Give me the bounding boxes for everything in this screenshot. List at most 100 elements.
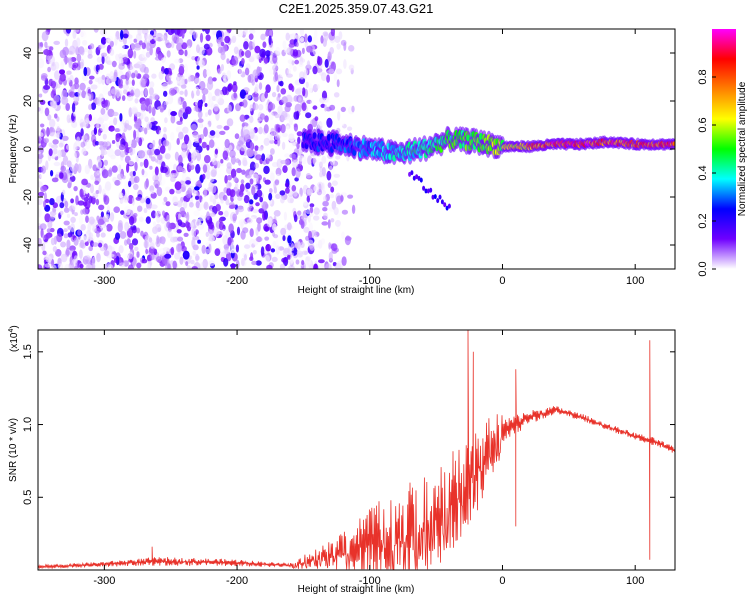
spectrogram-noise-cell — [163, 196, 168, 202]
spectrogram-noise-cell — [46, 228, 52, 234]
spectrogram-noise-cell — [153, 36, 159, 41]
spectrogram-noise-cell — [161, 237, 166, 245]
spectrogram-noise-cell — [351, 204, 356, 214]
spectrogram-noise-cell — [262, 41, 267, 48]
spectrogram-noise-cell — [87, 222, 92, 232]
spectrogram-noise-cell — [199, 158, 204, 169]
spectrogram-noise-cell — [143, 66, 149, 75]
spectrogram-noise-cell — [347, 126, 353, 131]
spectrogram-noise-cell — [195, 218, 201, 228]
spectrogram-noise-cell — [343, 59, 347, 69]
spectrogram-noise-cell — [126, 70, 132, 78]
spectrogram-noise-cell — [241, 122, 249, 128]
spectrogram-noise-cell — [97, 117, 104, 125]
spectrogram-noise-cell — [241, 50, 245, 57]
spectrogram-noise-cell — [114, 36, 118, 46]
spectrogram-noise-cell — [296, 131, 303, 137]
spectrogram-noise-cell — [148, 105, 152, 114]
spectrogram-noise-cell — [330, 156, 335, 166]
spectrogram-noise-cell — [50, 237, 56, 246]
spectrogram-noise-cell — [52, 246, 58, 253]
spectrogram-noise-cell — [164, 153, 171, 160]
spectrogram-noise-cell — [280, 159, 287, 165]
spectrogram-noise-cell — [98, 184, 102, 194]
spectrogram-noise-cell — [223, 125, 230, 131]
spectrogram-noise-cell — [196, 44, 200, 53]
spectrogram-noise-cell — [146, 42, 150, 52]
spectrogram-noise-cell — [44, 107, 50, 117]
spectrogram-noise-cell — [324, 58, 329, 68]
spectrogram-noise-cell — [191, 227, 197, 238]
spectrogram-noise-cell — [179, 116, 183, 123]
spectrogram-noise-cell — [42, 250, 47, 256]
spectrogram-noise-cell — [131, 197, 135, 206]
spectrogram-noise-cell — [144, 180, 149, 190]
spectrogram-noise-cell — [59, 210, 64, 216]
spectrogram-noise-cell — [44, 263, 51, 268]
spectrogram-noise-cell — [86, 251, 91, 257]
spectrogram-noise-cell — [210, 169, 217, 178]
spectrogram-noise-cell — [179, 78, 185, 86]
spectrogram-noise-cell — [95, 159, 102, 169]
spectrogram-noise-cell — [70, 164, 75, 172]
spectrogram-noise-cell — [128, 147, 136, 155]
spectrogram-noise-cell — [138, 40, 143, 46]
spectrogram-noise-cell — [289, 140, 296, 148]
spectrogram-noise-cell — [305, 81, 309, 89]
spectrogram-noise-cell — [54, 70, 60, 80]
spectrogram-noise-cell — [301, 213, 308, 222]
spectrogram-noise-cell — [110, 88, 118, 95]
spectrogram-noise-cell — [258, 126, 263, 135]
spectrogram-noise-cell — [73, 265, 78, 269]
colorbar-tick-label: 0.4 — [697, 165, 709, 180]
spectrogram-noise-cell — [291, 167, 296, 177]
spectrogram-noise-cell — [270, 248, 276, 253]
spectrogram-noise-cell — [289, 198, 294, 204]
spectrogram-noise-cell — [281, 40, 288, 49]
spectrogram-noise-cell — [272, 223, 277, 232]
spectrogram-noise-cell — [270, 127, 275, 137]
spectrogram-noise-cell — [226, 58, 230, 64]
spectrogram-noise-cell — [123, 180, 128, 191]
spectrogram-noise-cell — [88, 245, 93, 252]
spectrogram-noise-cell — [184, 78, 188, 85]
spectrogram-noise-cell — [326, 170, 332, 181]
x-tick-label: -200 — [226, 575, 248, 587]
spectrogram-noise-cell — [66, 144, 71, 150]
spectrogram-noise-cell — [305, 256, 311, 261]
spectrogram-noise-cell — [118, 53, 123, 59]
spectrogram-noise-cell — [43, 85, 51, 90]
spectrogram-noise-cell — [113, 206, 120, 213]
spectrogram-x-ticks: -300 -200 -100 0 100 — [93, 29, 644, 287]
spectrogram-noise-cell — [177, 165, 183, 172]
spectrogram-noise-cell — [297, 210, 302, 216]
spectrogram-noise-cell — [256, 217, 263, 224]
spectrogram-noise-cell — [286, 73, 293, 78]
spectrogram-noise-cell — [128, 180, 132, 188]
spectrogram-noise-cell — [98, 242, 103, 248]
spectrogram-noise-cell — [119, 150, 126, 158]
spectrogram-noise-cell — [306, 195, 310, 203]
spectrogram-noise-cell — [164, 117, 168, 124]
spectrogram-noise-cell — [50, 80, 57, 89]
spectrogram-noise-cell — [99, 43, 106, 49]
spectrogram-noise-cell — [81, 135, 88, 140]
spectrogram-noise-cell — [268, 35, 272, 46]
spectrogram-noise-cell — [208, 260, 215, 267]
spectrogram-noise-cell — [144, 87, 148, 97]
spectrogram-noise-cell — [138, 150, 146, 159]
spectrogram-noise-cell — [94, 141, 99, 146]
spectrogram-noise-cell — [197, 239, 202, 244]
spectrogram-noise-cell — [264, 31, 269, 37]
spectrogram-noise-cell — [271, 91, 277, 98]
spectrogram-noise-cell — [297, 155, 305, 162]
spectrogram-noise-cell — [312, 155, 317, 166]
spectrogram-noise-cell — [177, 213, 182, 221]
spectrogram-noise-cell — [307, 155, 313, 165]
spectrogram-noise-cell — [130, 89, 134, 96]
spectrogram-noise-cell — [206, 69, 211, 76]
spectrogram-noise-cell — [54, 113, 58, 119]
spectrogram-noise-cell — [328, 251, 333, 262]
spectrogram-noise-cell — [92, 192, 99, 198]
spectrogram-noise-cell — [296, 142, 300, 150]
